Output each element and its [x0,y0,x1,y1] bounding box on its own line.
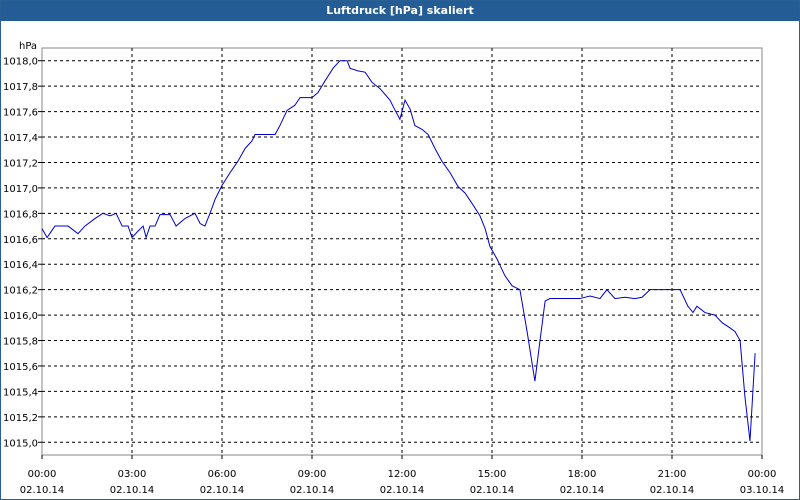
x-tick-date: 02.10.14 [20,485,65,496]
x-tick-date: 02.10.14 [200,485,245,496]
y-tick-label: 1015,6 [3,362,38,373]
x-tick-label: 15:00 [478,469,507,480]
y-tick-label: 1017,6 [3,108,38,119]
x-tick-date: 02.10.14 [290,485,335,496]
data-line [41,60,756,442]
y-tick-label: 1016,4 [3,260,38,271]
x-tick-label: 18:00 [568,469,597,480]
y-tick-label: 1017,0 [3,184,38,195]
chart-title: Luftdruck [hPa] skaliert [326,4,474,17]
y-tick-label: 1017,2 [3,158,38,169]
x-tick-label: 03:00 [118,469,147,480]
y-tick-label: 1016,0 [3,311,38,322]
x-tick-date: 02.10.14 [650,485,695,496]
x-tick-label: 21:00 [658,469,687,480]
title-bar: Luftdruck [hPa] skaliert [1,1,799,21]
y-tick-label: 1015,0 [3,438,38,449]
y-tick-label: 1016,2 [3,286,38,297]
y-tick-label: 1015,4 [3,387,38,398]
x-tick-label: 00:00 [28,469,57,480]
x-tick-date: 02.10.14 [380,485,425,496]
y-tick-label: 1016,8 [3,209,38,220]
y-tick-label: 1016,6 [3,235,38,246]
x-tick-label: 09:00 [298,469,327,480]
y-axis-label: hPa [19,41,37,52]
x-tick-label: 00:00 [748,469,777,480]
x-tick-label: 12:00 [388,469,417,480]
chart: hPa 1015,0 1015,2 1015,4 1015,6 1015,8 1016,0… [3,41,785,496]
y-tick-label: 1017,8 [3,82,38,93]
x-tick-date: 02.10.14 [560,485,605,496]
x-tick-date: 03.10.14 [740,485,785,496]
y-tick-label: 1017,4 [3,133,38,144]
y-tick-label: 1018,0 [3,57,38,68]
x-tick-label: 06:00 [208,469,237,480]
x-tick-date: 02.10.14 [110,485,155,496]
x-tick-date: 02.10.14 [470,485,515,496]
y-tick-label: 1015,2 [3,413,38,424]
y-tick-label: 1015,8 [3,337,38,348]
